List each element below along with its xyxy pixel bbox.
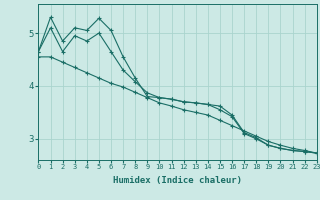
X-axis label: Humidex (Indice chaleur): Humidex (Indice chaleur) [113,176,242,185]
